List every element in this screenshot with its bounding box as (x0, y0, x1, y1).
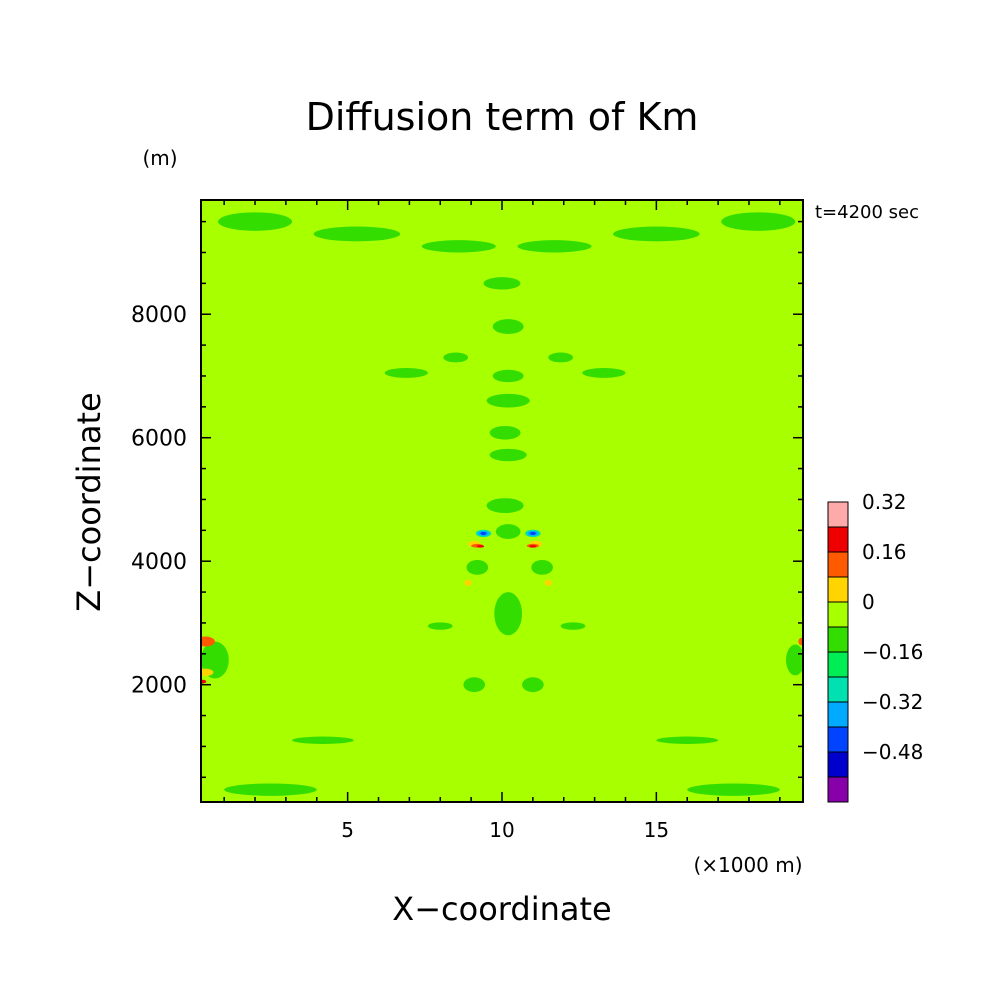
contour-patch-0 (494, 592, 523, 636)
x-tick-label: 5 (341, 818, 354, 842)
contour-patch-42 (201, 679, 207, 684)
contour-patch-6 (492, 369, 524, 383)
colorbar-swatch (827, 776, 849, 803)
colorbar-label: 0 (862, 590, 875, 614)
time-label: t=4200 sec (815, 202, 919, 223)
colorbar: 0.32 0.16 0 −0.16 −0.32 −0.48 (827, 490, 923, 803)
axes: 5 10 15 2000 4000 6000 8000 (131, 200, 803, 842)
colorbar-swatch (827, 576, 849, 603)
contour-patch-15 (463, 677, 486, 693)
contour-patch-14 (531, 559, 553, 575)
y-unit-label: (m) (142, 146, 177, 170)
contour-patch-22 (721, 212, 796, 231)
colorbar-swatch (827, 526, 849, 553)
colorbar-label: −0.48 (862, 740, 923, 764)
colorbar-swatch (827, 651, 849, 678)
contour-patch-24 (517, 240, 592, 253)
y-tick-label: 4000 (131, 550, 187, 575)
contour-patch-16 (522, 677, 544, 693)
contour-patch-28 (687, 783, 780, 796)
chart-title: Diffusion term of Km (306, 95, 699, 139)
y-tick-label: 8000 (131, 303, 187, 328)
contour-patch-2 (486, 498, 524, 514)
colorbar-label: 0.16 (862, 540, 907, 564)
contour-patch-13 (466, 559, 489, 575)
contour-patch-7 (492, 319, 524, 334)
colorbar-swatch (827, 726, 849, 753)
contour-patch-18 (560, 622, 586, 630)
contour-patch-1 (495, 524, 521, 539)
colorbar-label: −0.32 (862, 690, 923, 714)
contour-patch-23 (421, 240, 496, 253)
contour-patch-10 (548, 352, 574, 363)
x-axis-label: X−coordinate (392, 890, 611, 928)
contour-patch-27 (224, 783, 317, 796)
colorbar-label: 0.32 (862, 490, 907, 514)
contour-patch-39 (798, 637, 803, 646)
colorbar-swatch (827, 501, 849, 528)
contour-patch-38 (201, 636, 215, 647)
x-tick-label: 15 (644, 818, 669, 842)
y-axis-label: Z−coordinate (70, 392, 108, 611)
contour-patch-34 (544, 579, 553, 586)
contour-patch-12 (582, 367, 626, 378)
contour-patch-19 (313, 226, 401, 242)
contour-patch-48 (529, 531, 536, 535)
x-tick-label: 10 (489, 818, 514, 842)
colorbar-swatch (827, 626, 849, 653)
contour-patch-5 (486, 393, 530, 408)
colorbar-swatch (827, 676, 849, 703)
contour-patch-47 (480, 531, 487, 535)
y-tick-label: 2000 (131, 674, 187, 699)
contour-patch-21 (217, 212, 293, 231)
contour-patch-3 (489, 448, 527, 462)
colorbar-label: −0.16 (862, 640, 923, 664)
contour-patch-4 (489, 425, 521, 440)
colorbar-swatch (827, 751, 849, 778)
colorbar-swatch (827, 601, 849, 628)
colorbar-swatch (827, 551, 849, 578)
contour-patch-11 (384, 367, 428, 378)
contour-patch-9 (443, 352, 469, 363)
contour-patch-17 (427, 622, 453, 630)
contour-patch-41 (529, 545, 537, 548)
contour-patch-20 (613, 226, 700, 242)
contour-patch-25 (292, 736, 354, 744)
contour-patch-26 (656, 736, 719, 744)
contour-patch-33 (464, 579, 472, 586)
contour-patch-35 (201, 668, 214, 677)
y-tick-label: 6000 (131, 427, 187, 452)
colorbar-swatch (827, 701, 849, 728)
contour-patch-40 (476, 545, 485, 548)
contour-patch-30 (786, 644, 803, 676)
contour-patch-8 (483, 277, 521, 290)
x-unit-label: (×1000 m) (693, 853, 802, 877)
plot-area (201, 200, 803, 802)
